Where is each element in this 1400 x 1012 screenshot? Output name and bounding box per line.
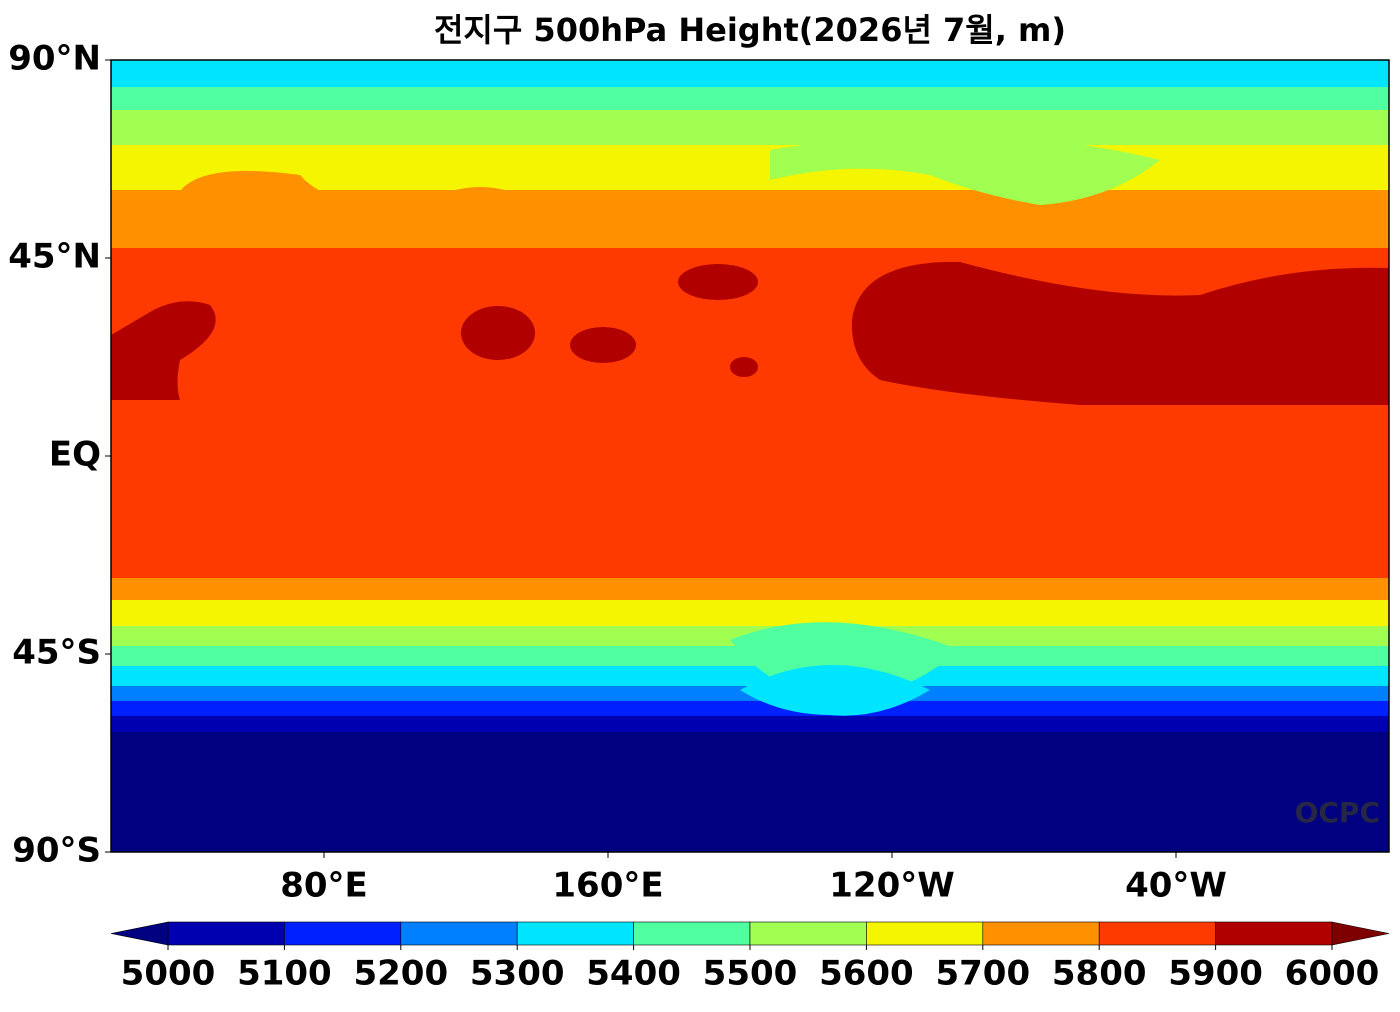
colorbar-bin: [749, 921, 867, 946]
contour-blob: [461, 306, 535, 360]
y-tick-label: 45°N: [8, 237, 101, 277]
x-tick-label: 40°W: [1125, 866, 1227, 906]
colorbar-label: 5700: [935, 954, 1030, 994]
watermark: OCPC: [1295, 796, 1380, 829]
x-tick-label: 120°W: [829, 866, 954, 906]
contour-band: [111, 60, 1389, 87]
colorbar-bin: [516, 921, 634, 946]
contour-blob: [570, 327, 636, 363]
colorbar-bin: [866, 921, 984, 946]
contour-band: [111, 600, 1389, 626]
colorbar-label: 6000: [1285, 954, 1380, 994]
contour-band: [111, 732, 1389, 852]
contour-band: [111, 145, 1389, 190]
contour-band: [740, 665, 930, 716]
contour-blob: [851, 261, 1389, 405]
contour-band: [111, 666, 1389, 686]
colorbar-label: 5100: [237, 954, 332, 994]
contour-band: [111, 110, 1389, 145]
colorbar-label: 5300: [470, 954, 565, 994]
contour-band: [175, 170, 520, 226]
colorbar-extend-low: [110, 921, 169, 946]
contour-blob: [111, 301, 216, 400]
y-tick-label: 90°N: [8, 39, 101, 79]
contour-band: [111, 716, 1389, 732]
colorbar-label: 5000: [121, 954, 216, 994]
colorbar-bin: [284, 921, 402, 946]
colorbar-bin: [982, 921, 1100, 946]
colorbar-label: 5800: [1052, 954, 1147, 994]
contour-band: [111, 578, 1389, 600]
contour-blob: [678, 264, 758, 300]
colorbar-bin: [167, 921, 285, 946]
contour-band: [111, 701, 1389, 716]
x-tick-label: 160°E: [552, 866, 663, 906]
colorbar-label: 5400: [586, 954, 681, 994]
colorbar-bin: [1098, 921, 1216, 946]
colorbar-label: 5200: [353, 954, 448, 994]
chart-title: 전지구 500hPa Height(2026년 7월, m): [434, 11, 1066, 49]
colorbar-label: 5600: [819, 954, 914, 994]
contour-band: [111, 87, 1389, 110]
y-tick-label: 90°S: [12, 831, 101, 871]
contour-blob: [730, 357, 758, 377]
colorbar-label: 5900: [1168, 954, 1263, 994]
colorbar-bin: [400, 921, 518, 946]
colorbar-label: 5500: [703, 954, 798, 994]
colorbar-extend-high: [1331, 921, 1390, 946]
colorbar-bin: [633, 921, 751, 946]
x-tick-label: 80°E: [280, 866, 368, 906]
y-tick-label: 45°S: [12, 633, 101, 673]
map-area: [110, 59, 1390, 853]
contour-band: [770, 135, 1160, 205]
colorbar-bin: [1215, 921, 1333, 946]
y-tick-label: EQ: [49, 435, 101, 475]
